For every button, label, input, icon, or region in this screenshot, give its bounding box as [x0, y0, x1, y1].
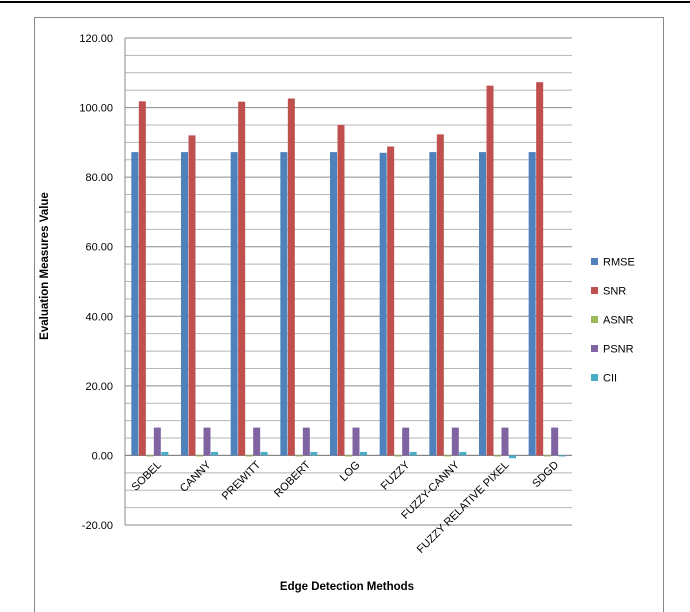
bar-psnr	[153, 427, 161, 456]
bar-rmse	[230, 152, 238, 456]
x-axis-label: Edge Detection Methods	[280, 581, 414, 593]
bar-cii	[409, 451, 417, 456]
bar-cii	[260, 451, 268, 456]
bar-snr	[188, 135, 196, 456]
bar-cii	[558, 455, 566, 457]
x-tick-label: SOBEL	[130, 459, 164, 493]
x-tick-label: ROBERT	[272, 459, 313, 500]
bar-psnr	[402, 427, 410, 456]
bar-snr	[387, 146, 395, 456]
bar-rmse	[479, 152, 486, 456]
x-tick-label: CANNY	[178, 459, 214, 495]
bar-psnr	[352, 427, 360, 456]
bar-asnr	[444, 455, 452, 457]
bar-snr	[238, 101, 246, 456]
y-axis-label: Evaluation Measures Value	[39, 192, 51, 340]
legend-swatch-asnr	[591, 316, 598, 323]
chart-area-top-border	[34, 17, 664, 18]
bar-asnr	[345, 455, 352, 457]
bar-asnr	[196, 455, 203, 457]
bar-snr	[287, 98, 295, 456]
legend-label-cii: CII	[603, 373, 617, 385]
x-tick-label: PREWITT	[220, 459, 264, 503]
bar-psnr	[501, 427, 509, 456]
legend-label-rmse: RMSE	[603, 257, 635, 269]
bar-snr	[337, 124, 345, 456]
bar-psnr	[451, 427, 459, 456]
bar-psnr	[203, 427, 211, 456]
bar-snr	[486, 85, 494, 456]
bar-snr	[536, 82, 544, 456]
legend-label-psnr: PSNR	[603, 344, 634, 356]
x-tick-label: FUZZY	[379, 459, 413, 493]
y-tick-label: 100.00	[79, 103, 113, 115]
bar-asnr	[494, 455, 501, 457]
y-tick-label: 40.00	[85, 311, 113, 323]
bar-asnr	[245, 455, 253, 457]
legend: RMSE SNR ASNR PSNR CII	[591, 257, 635, 385]
legend-swatch-rmse	[591, 258, 598, 265]
y-tick-label: 0.00	[92, 450, 113, 462]
bar-cii	[211, 451, 218, 456]
bar-psnr	[302, 427, 310, 456]
bar-rmse	[131, 152, 139, 456]
y-tick-label: 120.00	[79, 33, 113, 45]
y-tick-label: -20.00	[82, 520, 113, 532]
bar-psnr	[253, 427, 261, 456]
bar-cii	[161, 451, 169, 456]
bar-cii	[310, 451, 318, 456]
x-tick-label: LOG	[338, 459, 363, 484]
bar-asnr	[394, 455, 402, 457]
y-tick-label: 60.00	[85, 242, 113, 254]
bar-rmse	[379, 152, 387, 456]
bar-cii	[459, 451, 467, 456]
bar-asnr	[543, 455, 551, 457]
legend-swatch-psnr	[591, 345, 598, 352]
bar-rmse	[330, 152, 337, 456]
legend-label-snr: SNR	[603, 286, 626, 298]
chart-area-left-border	[34, 17, 35, 612]
x-tick-label: SDGD	[530, 459, 561, 490]
bar-rmse	[528, 152, 536, 456]
bars	[131, 82, 566, 459]
bar-asnr	[146, 455, 154, 457]
y-tick-label: 80.00	[85, 172, 113, 184]
legend-swatch-cii	[591, 374, 598, 381]
legend-label-asnr: ASNR	[603, 315, 634, 327]
bar-psnr	[551, 427, 559, 456]
bar-snr	[138, 101, 146, 456]
bar-cii	[509, 455, 516, 459]
grid-lines	[125, 37, 572, 526]
legend-swatch-snr	[591, 287, 598, 294]
bar-snr	[436, 134, 444, 456]
y-tick-label: 20.00	[85, 381, 113, 393]
top-border-line	[0, 1, 690, 3]
bar-asnr	[295, 455, 303, 457]
y-tick-labels: -20.00 0.00 20.00 40.00 60.00 80.00 100.00 120.…	[79, 33, 113, 532]
bar-rmse	[429, 152, 437, 456]
bar-rmse	[280, 152, 288, 456]
bar-rmse	[181, 152, 188, 456]
chart-area-right-border	[663, 17, 664, 612]
bar-cii	[360, 451, 367, 456]
